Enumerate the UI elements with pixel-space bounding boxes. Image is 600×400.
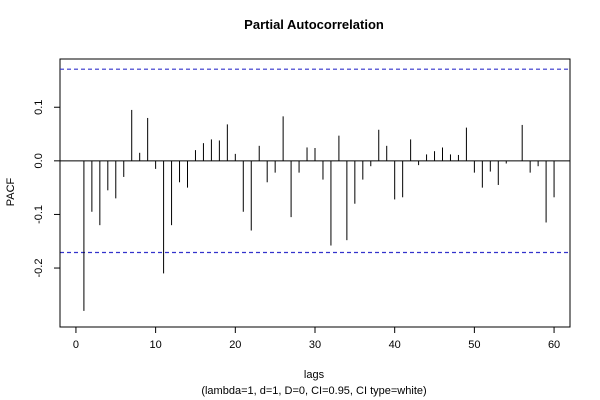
- y-axis: -0.2 -0.1 0.0 0.1: [33, 100, 61, 278]
- x-tick-label: 50: [468, 339, 480, 351]
- x-axis: 0 10 20 30 40 50 60: [73, 326, 560, 351]
- x-tick-label: 0: [73, 339, 79, 351]
- x-tick-label: 20: [229, 339, 241, 351]
- y-tick-label: -0.1: [33, 205, 45, 224]
- y-tick-label: 0.0: [33, 153, 45, 168]
- pacf-bars: [83, 109, 555, 311]
- confidence-bounds: [60, 68, 570, 254]
- x-axis-label: lags: [304, 369, 325, 381]
- y-axis-label: PACF: [5, 177, 17, 206]
- x-tick-label: 30: [309, 339, 321, 351]
- y-tick-label: 0.1: [33, 100, 45, 115]
- y-tick-label: -0.2: [33, 259, 45, 278]
- x-axis-subtitle: (lambda=1, d=1, D=0, CI=0.95, CI type=wh…: [201, 385, 426, 397]
- chart-title: Partial Autocorrelation: [244, 17, 384, 32]
- plot-frame: [59, 58, 571, 328]
- x-tick-label: 60: [548, 339, 560, 351]
- x-tick-label: 40: [389, 339, 401, 351]
- x-tick-label: 10: [150, 339, 162, 351]
